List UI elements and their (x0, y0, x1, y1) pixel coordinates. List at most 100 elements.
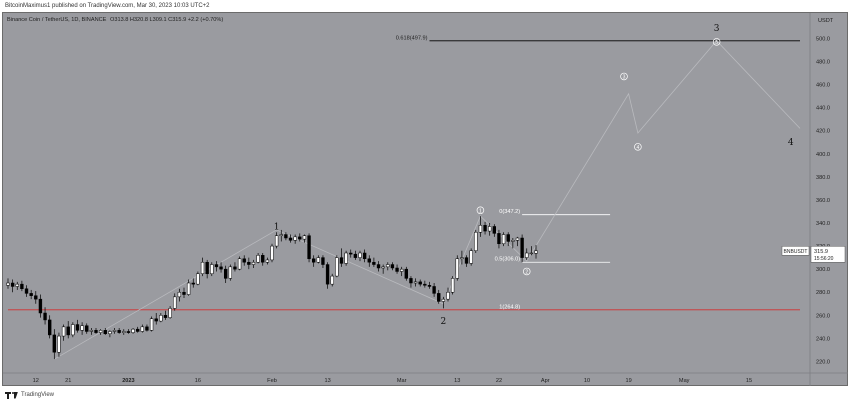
candle-body (256, 255, 260, 263)
x-tick-label: 10 (584, 378, 590, 384)
candle-body (52, 334, 57, 353)
wave-sublabel: 3 (623, 74, 626, 80)
candle-body (168, 308, 172, 318)
wave-circle (620, 72, 628, 81)
wave-circle (712, 38, 721, 46)
candle-body (321, 257, 325, 265)
candle-body (265, 259, 270, 263)
symbol-badge-label: BNBUSDT (784, 249, 808, 255)
candle-body (413, 281, 418, 284)
candle-body (159, 315, 163, 322)
candle-body (191, 282, 195, 285)
candle-body (112, 330, 117, 332)
candle-body (497, 233, 501, 245)
candle-body (506, 234, 510, 242)
level-label: 0.618(497.9) (396, 35, 428, 41)
candle-body (307, 235, 311, 260)
candle-body (233, 266, 237, 270)
candle-body (460, 257, 464, 260)
candle-body (367, 258, 371, 263)
candle-body (274, 235, 279, 247)
candle-body (251, 261, 256, 265)
x-tick-label: 15 (746, 378, 752, 384)
candle-body (57, 335, 61, 353)
wave-sublabel: 2 (525, 269, 528, 275)
y-tick-label: 380.0 (816, 175, 830, 181)
candle-body (200, 261, 205, 275)
candle-body (390, 264, 395, 269)
chart-frame[interactable] (2, 12, 848, 386)
x-tick-label: 22 (496, 378, 502, 384)
candle-body (173, 296, 177, 309)
y-tick-label: 260.0 (816, 313, 830, 319)
candle-body (478, 225, 483, 233)
candle-body (20, 283, 24, 290)
candle-body (487, 226, 492, 232)
x-tick-label: 13 (324, 378, 330, 384)
candle-body (149, 318, 154, 331)
candle-body (520, 237, 524, 258)
candle-body (24, 288, 29, 294)
candle-body (525, 252, 529, 258)
candle-body (103, 330, 107, 335)
y-tick-label: 360.0 (816, 198, 830, 204)
candle-body (515, 237, 520, 241)
candle-body (399, 268, 404, 272)
tradingview-logo[interactable]: TradingView (5, 391, 54, 399)
y-tick-label: 300.0 (816, 267, 830, 273)
candle-body (122, 331, 126, 333)
candle-body (237, 258, 242, 270)
candle-body (177, 291, 182, 298)
wave-circle (522, 267, 531, 276)
candle-body (534, 250, 538, 254)
x-tick-label: 16 (195, 378, 201, 384)
wave-label: 4 (788, 138, 794, 148)
y-tick-label: 440.0 (816, 106, 830, 112)
candle-body (386, 264, 390, 268)
candle-body (228, 266, 233, 279)
candle-body (325, 264, 330, 285)
candle-body (15, 283, 19, 287)
last-price-countdown: 15:56:20 (814, 256, 834, 262)
x-tick-label: 21 (65, 378, 71, 384)
y-tick-label: 420.0 (816, 129, 830, 135)
wave-sublabel: 5 (715, 40, 718, 46)
publish-header: BitcoinMaximus1 published on TradingView… (0, 0, 850, 12)
level-label: 1(264.8) (499, 304, 520, 310)
candle-body (316, 257, 321, 263)
candle-body (247, 261, 251, 265)
y-tick-label: 480.0 (816, 59, 830, 65)
candle-body (163, 315, 168, 318)
x-tick-label: Mar (397, 378, 407, 384)
candle-body (108, 331, 112, 335)
candle-body (529, 252, 534, 255)
level-label: 0.5(306.0) (495, 257, 521, 263)
candle-body (404, 268, 409, 279)
candle-body (437, 293, 441, 302)
candle-body (270, 245, 274, 261)
symbol-line: Binance Coin / TetherUS, 1D, BINANCE (7, 17, 107, 23)
candle-body (182, 291, 186, 295)
wave-sublabel: 4 (637, 145, 640, 151)
candle-body (98, 330, 103, 333)
candle-body (423, 283, 427, 286)
candle-body (311, 258, 316, 263)
wave-circle (476, 206, 485, 215)
candle-body (474, 231, 478, 251)
x-tick-label: Apr (541, 378, 550, 384)
candle-body (372, 261, 376, 265)
candle-body (427, 285, 432, 287)
publish-line: BitcoinMaximus1 published on TradingView… (5, 3, 210, 9)
candle-body (131, 328, 135, 333)
candle-body (223, 268, 228, 279)
candle-body (279, 234, 283, 236)
last-price-value: 315.9 (814, 249, 828, 255)
tradingview-logo-icon (5, 391, 19, 399)
candle-body (34, 295, 38, 300)
candle-body (214, 264, 219, 268)
candle-body (135, 328, 140, 332)
candle-body (349, 252, 353, 255)
x-tick-label: 12 (33, 378, 39, 384)
candle-body (71, 324, 75, 336)
